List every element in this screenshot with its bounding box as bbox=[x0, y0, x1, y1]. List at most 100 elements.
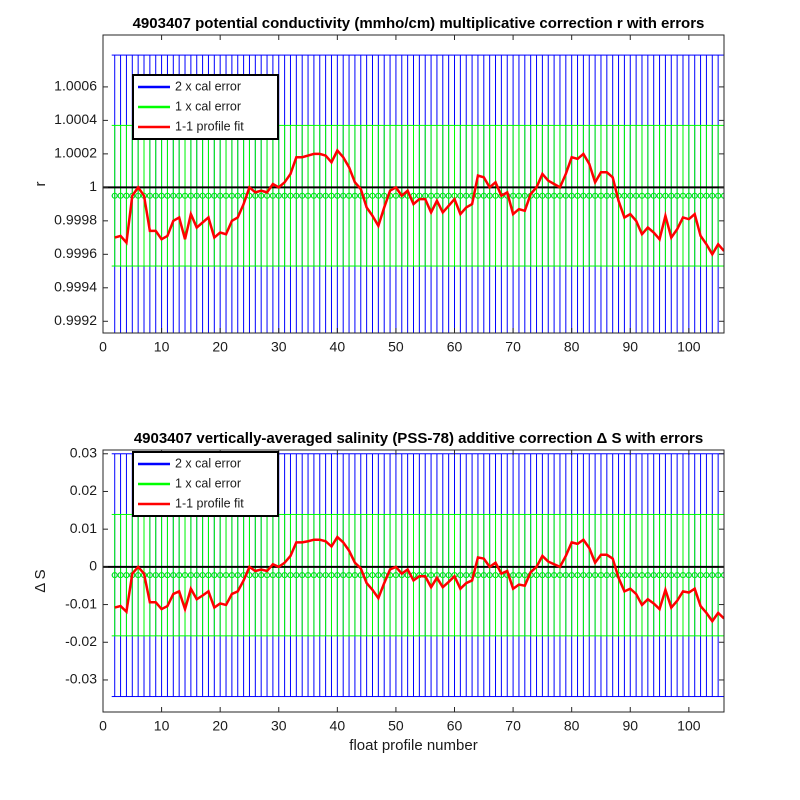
error-center bbox=[580, 572, 587, 579]
y-tick-label: 1.0006 bbox=[54, 78, 97, 94]
error-center bbox=[258, 192, 265, 199]
error-center bbox=[556, 192, 563, 199]
error-center bbox=[310, 192, 317, 199]
x-tick-label: 80 bbox=[564, 339, 580, 355]
error-center bbox=[597, 192, 604, 199]
x-tick-label: 30 bbox=[271, 339, 287, 355]
error-center bbox=[668, 192, 675, 199]
error-center bbox=[709, 192, 716, 199]
error-center bbox=[439, 192, 446, 199]
error-center bbox=[369, 192, 376, 199]
error-center bbox=[533, 192, 540, 199]
error-center bbox=[662, 572, 669, 579]
error-center bbox=[428, 572, 435, 579]
error-center bbox=[463, 192, 470, 199]
error-center bbox=[650, 192, 657, 199]
error-center bbox=[375, 572, 382, 579]
error-center bbox=[621, 192, 628, 199]
error-center bbox=[111, 192, 118, 199]
error-center bbox=[187, 192, 194, 199]
error-center bbox=[521, 192, 528, 199]
error-center bbox=[480, 192, 487, 199]
error-center bbox=[562, 572, 569, 579]
error-center bbox=[551, 572, 558, 579]
error-center bbox=[621, 572, 628, 579]
error-center bbox=[650, 572, 657, 579]
error-center bbox=[445, 192, 452, 199]
error-center bbox=[187, 572, 194, 579]
error-center bbox=[521, 572, 528, 579]
error-center bbox=[586, 572, 593, 579]
plot bbox=[103, 453, 724, 698]
error-center bbox=[715, 572, 722, 579]
error-center bbox=[123, 572, 130, 579]
x-axis-label: float profile number bbox=[349, 737, 477, 754]
error-center bbox=[644, 192, 651, 199]
error-center bbox=[305, 192, 312, 199]
error-center bbox=[158, 572, 165, 579]
error-center bbox=[638, 192, 645, 199]
error-center bbox=[293, 192, 300, 199]
error-center bbox=[568, 572, 575, 579]
error-center bbox=[691, 192, 698, 199]
error-center bbox=[474, 192, 481, 199]
x-tick-label: 40 bbox=[330, 718, 346, 734]
y-tick-label: 1.0002 bbox=[54, 145, 97, 161]
error-center bbox=[674, 192, 681, 199]
x-tick-label: 50 bbox=[388, 339, 404, 355]
x-tick-label: 40 bbox=[330, 339, 346, 355]
error-center bbox=[164, 572, 171, 579]
legend-label: 1-1 profile fit bbox=[175, 496, 244, 510]
error-center bbox=[568, 192, 575, 199]
error-center bbox=[199, 572, 206, 579]
error-center bbox=[258, 572, 265, 579]
y-tick-label: 1.0004 bbox=[54, 111, 97, 127]
x-tick-label: 20 bbox=[212, 339, 228, 355]
error-center bbox=[533, 572, 540, 579]
error-center bbox=[176, 192, 183, 199]
error-center bbox=[492, 572, 499, 579]
y-tick-label: 1 bbox=[89, 178, 97, 194]
legend-label: 1 x cal error bbox=[175, 99, 241, 113]
error-center bbox=[334, 572, 341, 579]
y-tick-label: 0.9998 bbox=[54, 212, 97, 228]
error-center bbox=[176, 572, 183, 579]
y-tick-label: 0.01 bbox=[70, 520, 97, 536]
error-center bbox=[369, 572, 376, 579]
error-center bbox=[539, 572, 546, 579]
error-center bbox=[463, 572, 470, 579]
error-center bbox=[685, 572, 692, 579]
error-center bbox=[205, 572, 212, 579]
error-center bbox=[205, 192, 212, 199]
error-center bbox=[316, 572, 323, 579]
x-tick-label: 90 bbox=[622, 339, 638, 355]
y-tick-label: 0.03 bbox=[70, 444, 97, 460]
error-center bbox=[715, 192, 722, 199]
error-center bbox=[580, 192, 587, 199]
error-center bbox=[480, 572, 487, 579]
x-tick-label: 80 bbox=[564, 718, 580, 734]
error-center bbox=[223, 572, 230, 579]
error-center bbox=[281, 572, 288, 579]
error-center bbox=[269, 572, 276, 579]
x-tick-label: 10 bbox=[154, 718, 170, 734]
x-tick-label: 100 bbox=[677, 339, 701, 355]
error-center bbox=[721, 572, 724, 579]
error-center bbox=[656, 192, 663, 199]
x-tick-label: 50 bbox=[388, 718, 404, 734]
error-center bbox=[164, 192, 171, 199]
error-center bbox=[551, 192, 558, 199]
error-center bbox=[299, 192, 306, 199]
error-center bbox=[633, 572, 640, 579]
error-center bbox=[691, 572, 698, 579]
error-center bbox=[392, 572, 399, 579]
error-center bbox=[152, 572, 159, 579]
chart-title: 4903407 vertically-averaged salinity (PS… bbox=[134, 430, 703, 447]
error-center bbox=[228, 572, 235, 579]
y-axis-label: r bbox=[32, 182, 49, 187]
error-center bbox=[211, 192, 218, 199]
error-center bbox=[662, 192, 669, 199]
error-center bbox=[457, 572, 464, 579]
error-center bbox=[293, 572, 300, 579]
